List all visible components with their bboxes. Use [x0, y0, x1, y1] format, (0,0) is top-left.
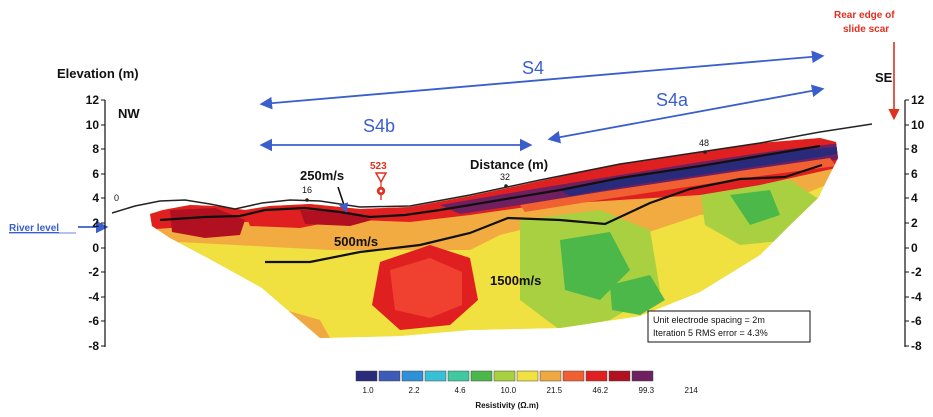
distance-tick-16: 16 [302, 185, 312, 195]
scale-swatch [539, 370, 562, 382]
marker-523-label: 523 [370, 161, 387, 172]
scale-swatch [516, 370, 539, 382]
scale-swatch [493, 370, 516, 382]
left-tick-minus8: -8 [88, 339, 99, 353]
right-tick-minus2: -2 [911, 265, 922, 279]
scale-swatch [378, 370, 401, 382]
scale-swatch [355, 370, 378, 382]
distance-tick-32: 32 [500, 172, 510, 182]
left-tick-12: 12 [86, 93, 100, 107]
scale-swatch [562, 370, 585, 382]
left-elevation-axis: 12 10 8 6 4 2 0 -2 -4 -6 -8 [86, 93, 106, 353]
left-tick-6: 6 [92, 167, 99, 181]
left-tick-minus6: -6 [88, 314, 99, 328]
scale-label: 21.5 [547, 386, 563, 395]
rear-edge-label-line1: Rear edge of [834, 10, 895, 21]
scale-swatch [608, 370, 631, 382]
info-box: Unit electrode spacing = 2m Iteration 5 … [647, 310, 811, 343]
label-250-pointer [337, 186, 349, 213]
right-tick-12: 12 [911, 93, 925, 107]
s4a-extent-arrow [547, 84, 825, 144]
right-tick-8: 8 [911, 142, 918, 156]
scale-swatch [447, 370, 470, 382]
right-tick-0: 0 [911, 241, 918, 255]
scale-label: 99.3 [639, 386, 655, 395]
distance-tick-0: 0 [114, 193, 119, 203]
distance-axis-label: Distance (m) [470, 157, 548, 172]
resistivity-color-scale [355, 370, 654, 382]
s4a-label: S4a [656, 90, 689, 110]
river-level-label: River level [9, 223, 59, 234]
electrode-markers [305, 150, 707, 202]
rear-edge-label-line2: slide scar [843, 24, 889, 35]
info-box-line2: Iteration 5 RMS error = 4.3% [653, 328, 768, 338]
right-elevation-axis: 12 10 8 6 4 2 0 -2 -4 -6 -8 [904, 93, 925, 353]
scale-swatch [585, 370, 608, 382]
right-tick-6: 6 [911, 167, 918, 181]
elevation-axis-title: Elevation (m) [57, 66, 139, 81]
left-tick-8: 8 [92, 142, 99, 156]
s4-extent-arrow [259, 50, 825, 110]
distance-tick-48: 48 [699, 138, 709, 148]
scale-label: 1.0 [363, 386, 375, 395]
s4-label: S4 [522, 58, 544, 78]
resistivity-scale-labels: 1.0 2.2 4.6 10.0 21.5 46.2 99.3 214 [363, 386, 699, 395]
left-tick-minus4: -4 [88, 290, 99, 304]
right-tick-minus8: -8 [911, 339, 922, 353]
scale-swatch [470, 370, 493, 382]
se-label: SE [875, 70, 893, 85]
right-tick-minus4: -4 [911, 290, 922, 304]
left-tick-minus2: -2 [88, 265, 99, 279]
scale-label: 2.2 [409, 386, 421, 395]
left-tick-4: 4 [92, 191, 99, 205]
scale-label: 46.2 [593, 386, 609, 395]
velocity-boundary-500 [265, 163, 823, 264]
scale-label: 214 [685, 386, 699, 395]
velocity-boundary-250 [159, 144, 821, 222]
scale-swatch [401, 370, 424, 382]
scale-swatch [631, 370, 654, 382]
velocity-1500-label: 1500m/s [490, 273, 541, 288]
nw-label: NW [118, 106, 140, 121]
right-tick-minus6: -6 [911, 314, 922, 328]
left-tick-10: 10 [86, 118, 100, 132]
resistivity-legend-title: Resistivity (Ω.m) [475, 401, 539, 410]
right-tick-4: 4 [911, 191, 918, 205]
left-tick-0: 0 [92, 241, 99, 255]
velocity-500-label: 500m/s [334, 234, 378, 249]
right-tick-10: 10 [911, 118, 925, 132]
velocity-250-label: 250m/s [300, 168, 344, 183]
marker-523-icon [374, 172, 388, 200]
right-tick-2: 2 [911, 216, 918, 230]
scale-swatch [424, 370, 447, 382]
scale-label: 4.6 [455, 386, 467, 395]
left-tick-2: 2 [92, 216, 99, 230]
scale-label: 10.0 [501, 386, 517, 395]
s4b-label: S4b [363, 116, 395, 136]
info-box-line1: Unit electrode spacing = 2m [653, 315, 765, 325]
